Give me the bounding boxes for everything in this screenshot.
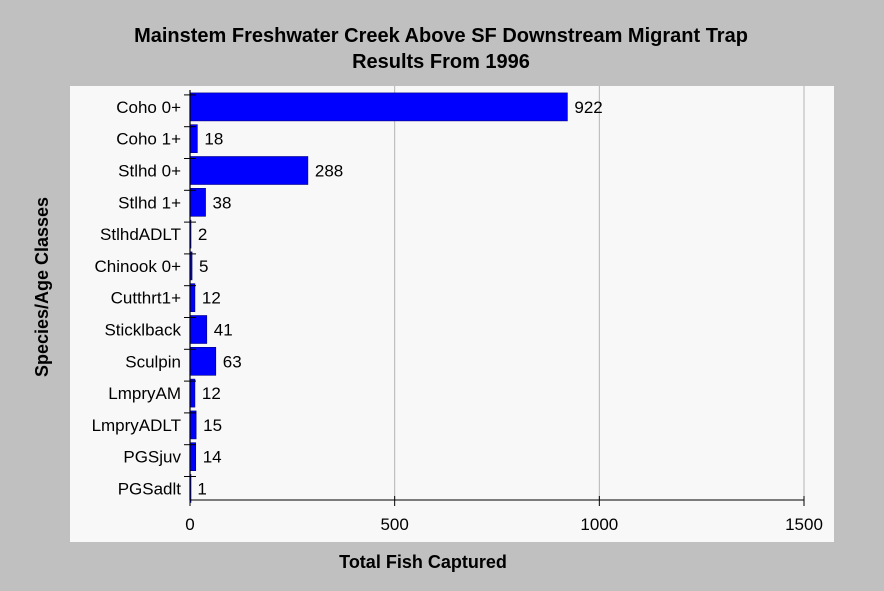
bar-9 (189, 378, 196, 408)
category-label-6: Cutthrt1+ (111, 289, 181, 308)
data-label-5: 5 (199, 257, 208, 276)
category-label-8: Sculpin (125, 352, 181, 371)
data-label-3: 38 (213, 193, 232, 212)
y-axis-title: Species/Age Classes (32, 197, 52, 377)
data-label-10: 15 (203, 416, 222, 435)
x-tick-label-1000: 1000 (580, 515, 618, 534)
category-label-2: Stlhd 0+ (118, 162, 181, 181)
category-label-0: Coho 0+ (116, 98, 181, 117)
chart-title: Mainstem Freshwater Creek Above SF Downs… (134, 25, 748, 47)
data-label-9: 12 (202, 384, 221, 403)
bar-11 (189, 442, 197, 472)
data-label-4: 2 (198, 225, 207, 244)
bar-10 (189, 410, 197, 440)
bars (189, 92, 568, 503)
data-label-8: 63 (223, 352, 242, 371)
category-label-9: LmpryAM (108, 384, 181, 403)
category-label-4: StlhdADLT (100, 225, 181, 244)
category-label-11: PGSjuv (123, 448, 181, 467)
x-tick-label-1500: 1500 (785, 515, 823, 534)
y-axis: Coho 0+ Coho 1+ Stlhd 0+ Stlhd 1+ StlhdADLT C… (92, 90, 196, 500)
category-label-1: Coho 1+ (116, 130, 181, 149)
bar-7 (189, 315, 208, 344)
category-label-10: LmpryADLT (92, 416, 181, 435)
bar-1 (189, 124, 198, 153)
x-tick-label-0: 0 (185, 515, 194, 534)
data-label-0: 922 (574, 98, 602, 117)
x-axis: 0 500 1000 1500 (185, 496, 823, 534)
bar-0 (189, 92, 568, 122)
data-label-11: 14 (203, 448, 222, 467)
bar-8 (189, 346, 217, 376)
grid-lines (394, 86, 805, 500)
data-label-6: 12 (202, 289, 221, 308)
chart-subtitle: Results From 1996 (352, 51, 530, 73)
category-label-7: Sticklback (104, 321, 181, 340)
data-label-2: 288 (315, 162, 343, 181)
data-label-12: 1 (197, 480, 206, 499)
data-label-7: 41 (214, 321, 233, 340)
bar-2 (189, 156, 309, 185)
category-label-12: PGSadlt (118, 480, 182, 499)
bar-3 (189, 188, 206, 217)
plot-area (70, 86, 834, 542)
category-label-3: Stlhd 1+ (118, 193, 181, 212)
bar-6 (189, 283, 196, 313)
x-axis-title: Total Fish Captured (339, 552, 507, 572)
x-tick-label-500: 500 (380, 515, 408, 534)
data-label-1: 18 (204, 130, 223, 149)
category-label-5: Chinook 0+ (95, 257, 182, 276)
